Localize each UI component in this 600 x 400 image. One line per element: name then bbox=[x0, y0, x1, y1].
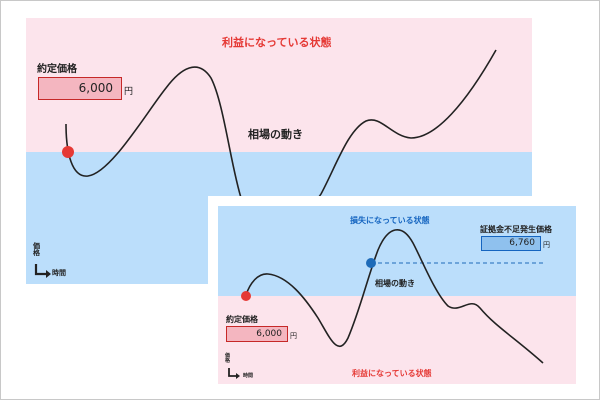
margin-call-dot bbox=[366, 258, 376, 268]
profit-zone-label: 利益になっている状態 bbox=[222, 36, 332, 49]
contract-price-label: 約定価格 bbox=[226, 315, 258, 324]
axis-time-label: 時間 bbox=[52, 269, 66, 277]
contract-price-box: 6,000 bbox=[38, 77, 122, 100]
entry-point-dot bbox=[62, 146, 74, 158]
contract-price-unit: 円 bbox=[290, 332, 297, 340]
contract-price-box: 6,000 bbox=[226, 326, 288, 342]
axis-arrowhead-icon bbox=[236, 373, 240, 379]
axis-arrow-icon bbox=[34, 264, 48, 276]
loss-scenario-panel: 損失になっている状態 証拠金不足発生価格 6,760 円 相場の動き 約定価格 … bbox=[210, 198, 585, 388]
entry-point-dot bbox=[241, 291, 251, 301]
market-movement-label: 相場の動き bbox=[375, 279, 415, 288]
loss-zone-label: 損失になっている状態 bbox=[350, 216, 430, 225]
loss-scenario-chart bbox=[218, 206, 576, 384]
market-movement-curve bbox=[245, 229, 544, 364]
loss-zone-area bbox=[218, 206, 576, 296]
margin-call-price-label: 証拠金不足発生価格 bbox=[480, 225, 552, 234]
axis-price-label: 価格 bbox=[225, 353, 231, 365]
margin-call-price-unit: 円 bbox=[543, 241, 550, 249]
contract-price-unit: 円 bbox=[124, 87, 134, 97]
axis-time-label: 時間 bbox=[243, 373, 254, 379]
axis-arrow-icon bbox=[228, 368, 238, 377]
axis-price-label: 価格 bbox=[33, 242, 40, 258]
axis-arrowhead-icon bbox=[46, 270, 51, 278]
market-movement-label: 相場の動き bbox=[248, 128, 303, 141]
margin-call-price-box: 6,760 bbox=[481, 236, 541, 251]
profit-zone-label: 利益になっている状態 bbox=[352, 369, 432, 378]
contract-price-label: 約定価格 bbox=[37, 64, 77, 75]
